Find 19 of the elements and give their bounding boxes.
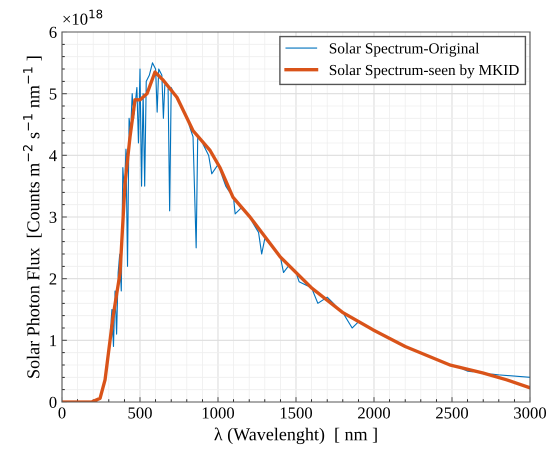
x-tick-label: 0 bbox=[58, 407, 66, 419]
x-axis-title: λ (Wavelenght) [ nm ] bbox=[214, 428, 377, 444]
y-tick-label: 0 bbox=[49, 396, 57, 408]
text: ×10$^{18}$ bbox=[63, 10, 102, 25]
x-tick-label: 1500 bbox=[280, 407, 312, 419]
y-tick-label: 5 bbox=[50, 88, 56, 100]
y-tick-label: 4 bbox=[49, 150, 57, 162]
x-tick-label: 2500 bbox=[436, 407, 468, 419]
legend-label: Solar Spectrum-seen by MKID bbox=[330, 64, 519, 78]
x-tick-label: 2000 bbox=[358, 407, 390, 419]
x-tick-label: 1000 bbox=[202, 407, 234, 419]
y-axis-title: Solar Photon Flux [Counts m$^{−2}$ s$^{−1}$ nm$^{−1}$ ] bbox=[22, 56, 42, 378]
y-tick-label: 2 bbox=[50, 273, 56, 284]
y-tick-label: 6 bbox=[50, 26, 57, 38]
legend-label: Solar Spectrum-Original bbox=[330, 42, 480, 57]
y-tick-label: 3 bbox=[50, 212, 56, 223]
x-tick-label: 500 bbox=[128, 407, 152, 419]
x-tick-label: 3000 bbox=[514, 407, 546, 419]
y-tick-label: 1 bbox=[50, 335, 56, 346]
